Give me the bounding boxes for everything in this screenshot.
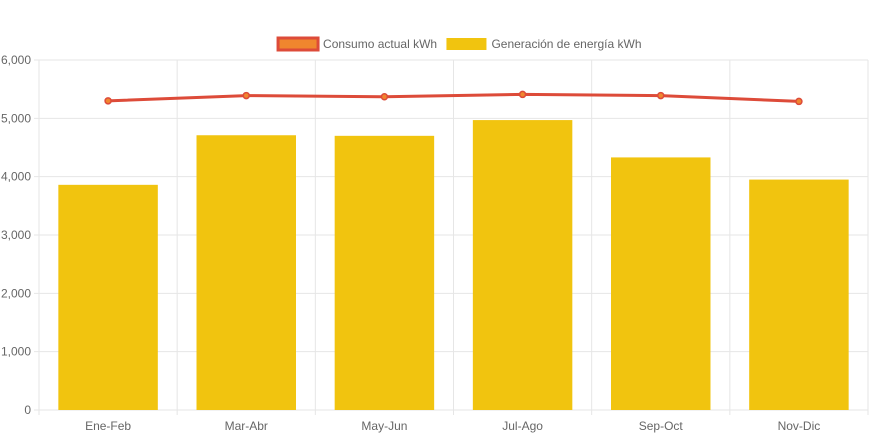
y-tick-label: 0 bbox=[24, 403, 31, 417]
y-tick-label: 6,000 bbox=[1, 53, 31, 67]
legend-item[interactable]: Generación de energía kWh bbox=[446, 37, 642, 51]
legend[interactable]: Consumo actual kWh Generación de energía … bbox=[276, 36, 642, 52]
line-point[interactable] bbox=[242, 91, 250, 100]
bar[interactable] bbox=[58, 184, 158, 410]
y-tick-label: 1,000 bbox=[1, 345, 31, 359]
legend-swatch bbox=[446, 38, 487, 50]
y-tick-label: 2,000 bbox=[1, 286, 31, 300]
legend-item[interactable]: Consumo actual kWh bbox=[276, 36, 437, 52]
bar[interactable] bbox=[334, 135, 435, 411]
y-tick-label: 5,000 bbox=[1, 111, 31, 125]
x-axis: Ene-Feb Mar-Abr May-Jun Jul-Ago Sep-Oct Nov-D… bbox=[85, 419, 820, 433]
line-point[interactable] bbox=[104, 97, 112, 105]
x-tick-label: May-Jun bbox=[361, 419, 407, 433]
bar[interactable] bbox=[611, 157, 711, 410]
legend-label: Generación de energía kWh bbox=[491, 37, 641, 51]
y-tick-label: 3,000 bbox=[1, 228, 31, 242]
line-point[interactable] bbox=[795, 97, 803, 106]
line-point[interactable] bbox=[518, 90, 527, 99]
legend-swatch bbox=[276, 36, 320, 52]
legend-label: Consumo actual kWh bbox=[323, 37, 437, 51]
bar[interactable] bbox=[472, 120, 573, 410]
bar[interactable] bbox=[749, 179, 849, 410]
x-tick-label: Ene-Feb bbox=[85, 419, 131, 433]
line-point[interactable] bbox=[380, 93, 389, 101]
y-tick-label: 4,000 bbox=[1, 170, 31, 184]
line-series bbox=[104, 90, 803, 106]
bar-series bbox=[58, 120, 849, 411]
y-axis: 0 1,000 2,000 3,000 4,000 5,000 6,000 bbox=[1, 53, 31, 417]
grid bbox=[34, 59, 869, 415]
x-tick-label: Nov-Dic bbox=[778, 419, 821, 433]
line-point[interactable] bbox=[657, 91, 665, 100]
x-tick-label: Mar-Abr bbox=[225, 419, 268, 433]
x-tick-label: Jul-Ago bbox=[502, 419, 543, 433]
series-line bbox=[108, 92, 799, 103]
x-tick-label: Sep-Oct bbox=[639, 419, 684, 433]
bar[interactable] bbox=[196, 135, 296, 410]
